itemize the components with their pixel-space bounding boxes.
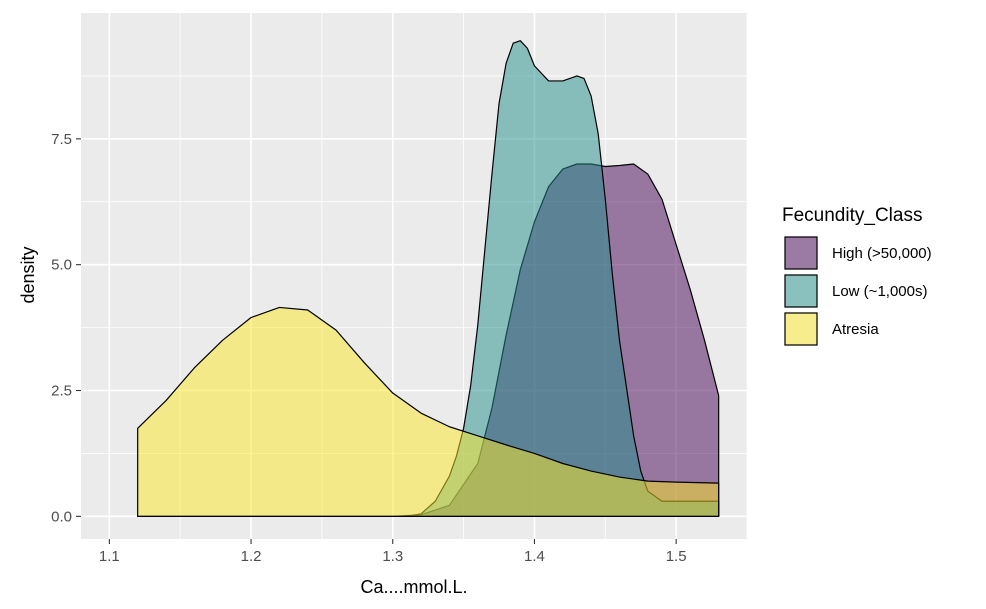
legend-item-atresia: Atresia: [784, 312, 879, 346]
legend-title: Fecundity_Class: [782, 205, 922, 226]
density-areas: [137, 40, 720, 517]
legend-swatch: [784, 274, 818, 308]
y-tick-label: 0.0: [51, 508, 72, 525]
x-axis: 1.1 1.2 1.3 1.4 1.5: [99, 539, 687, 565]
y-tick-label: 5.0: [51, 257, 72, 274]
x-tick-label: 1.1: [99, 548, 120, 565]
y-axis: 0.0 2.5 5.0 7.5: [51, 131, 81, 525]
x-tick-label: 1.4: [524, 548, 545, 565]
legend-swatch: [784, 236, 818, 270]
y-axis-title: density: [18, 246, 38, 303]
legend-items: High (>50,000) Low (~1,000s) Atresia: [784, 236, 932, 346]
legend-item-low-1-000s: Low (~1,000s): [784, 274, 927, 308]
legend: Fecundity_Class High (>50,000) Low (~1,00…: [782, 205, 932, 346]
y-tick-label: 2.5: [51, 383, 72, 400]
y-tick-label: 7.5: [51, 131, 72, 148]
x-tick-label: 1.2: [241, 548, 262, 565]
legend-label: Low (~1,000s): [832, 283, 927, 300]
legend-label: Atresia: [832, 321, 879, 338]
x-axis-title: Ca....mmol.L.: [360, 577, 467, 597]
legend-item-high-50-000: High (>50,000): [784, 236, 932, 270]
x-tick-label: 1.5: [666, 548, 687, 565]
legend-swatch: [784, 312, 818, 346]
x-tick-label: 1.3: [382, 548, 403, 565]
legend-label: High (>50,000): [832, 245, 932, 262]
density-area-atresia: [137, 306, 720, 517]
